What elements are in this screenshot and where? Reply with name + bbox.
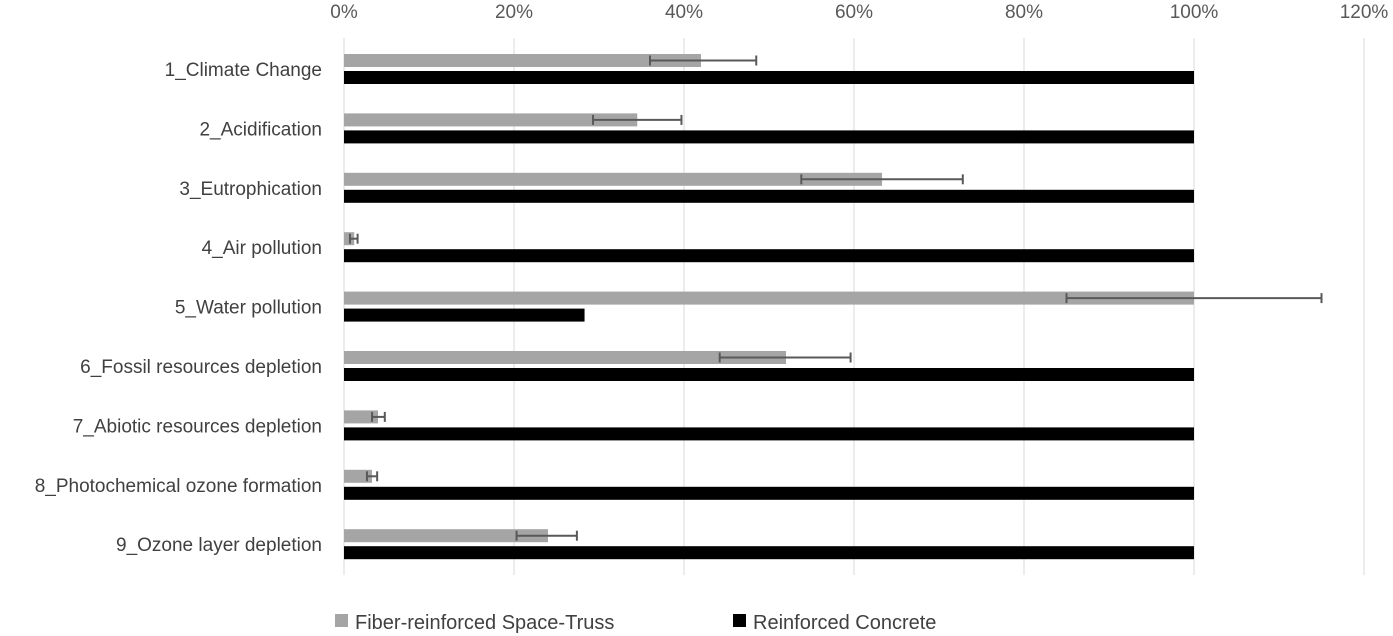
x-tick-label: 80% [1005,2,1043,23]
category-label: 4_Air pollution [202,238,322,259]
category-label: 2_Acidification [199,119,322,140]
x-tick-label: 0% [330,2,358,23]
legend-label: Reinforced Concrete [753,612,936,634]
bar-reinforced-concrete [344,130,1194,144]
x-tick-label: 120% [1340,2,1389,23]
error-bar [592,114,683,125]
bar-fiber-reinforced-space-truss [344,113,638,127]
gridlines [343,38,1365,575]
x-tick-label: 60% [835,2,873,23]
bar-reinforced-concrete [344,71,1194,84]
bar-fiber-reinforced-space-truss [344,172,883,186]
bar-fiber-reinforced-space-truss [344,54,701,67]
error-bar [1065,293,1323,304]
x-axis-tick-labels: 0% 20% 40% 60% 80% 100% 120% [330,2,1388,23]
category-label: 5_Water pollution [175,298,322,319]
category-label: 9_Ozone layer depletion [116,535,322,556]
category-label: 1_Climate Change [165,60,322,81]
category-label: 7_Abiotic resources depletion [73,416,322,437]
bar-fiber-reinforced-space-truss [344,291,1194,305]
error-bar [348,233,359,244]
error-bar [365,471,379,482]
x-tick-label: 40% [665,2,703,23]
error-bar [515,530,578,541]
error-bar [718,352,852,363]
bars [344,54,1194,560]
error-bar [800,174,964,185]
error-bars [348,55,1323,541]
x-tick-label: 20% [495,2,533,23]
bar-reinforced-concrete [344,308,585,322]
bar-reinforced-concrete [344,249,1194,263]
bar-reinforced-concrete [344,427,1194,441]
bar-fiber-reinforced-space-truss [344,410,378,424]
bar-reinforced-concrete [344,546,1194,560]
bar-reinforced-concrete [344,486,1194,500]
legend-label: Fiber-reinforced Space-Truss [355,612,614,634]
bar-reinforced-concrete [344,368,1194,381]
x-tick-label: 100% [1170,2,1219,23]
error-bar [649,55,758,66]
bar-reinforced-concrete [344,189,1194,203]
legend-swatch [733,614,746,627]
category-label: 3_Eutrophication [179,179,322,200]
error-bar [371,411,386,422]
bar-fiber-reinforced-space-truss [344,469,373,483]
category-label: 6_Fossil resources depletion [80,357,322,378]
bar-fiber-reinforced-space-truss [344,529,548,543]
category-label: 8_Photochemical ozone formation [35,476,322,497]
legend: Fiber-reinforced Space-Truss Reinforced C… [335,612,936,634]
category-labels: 1_Climate Change 2_Acidification 3_Eutroph… [35,60,322,556]
bar-fiber-reinforced-space-truss [344,351,786,364]
legend-swatch [335,614,348,627]
